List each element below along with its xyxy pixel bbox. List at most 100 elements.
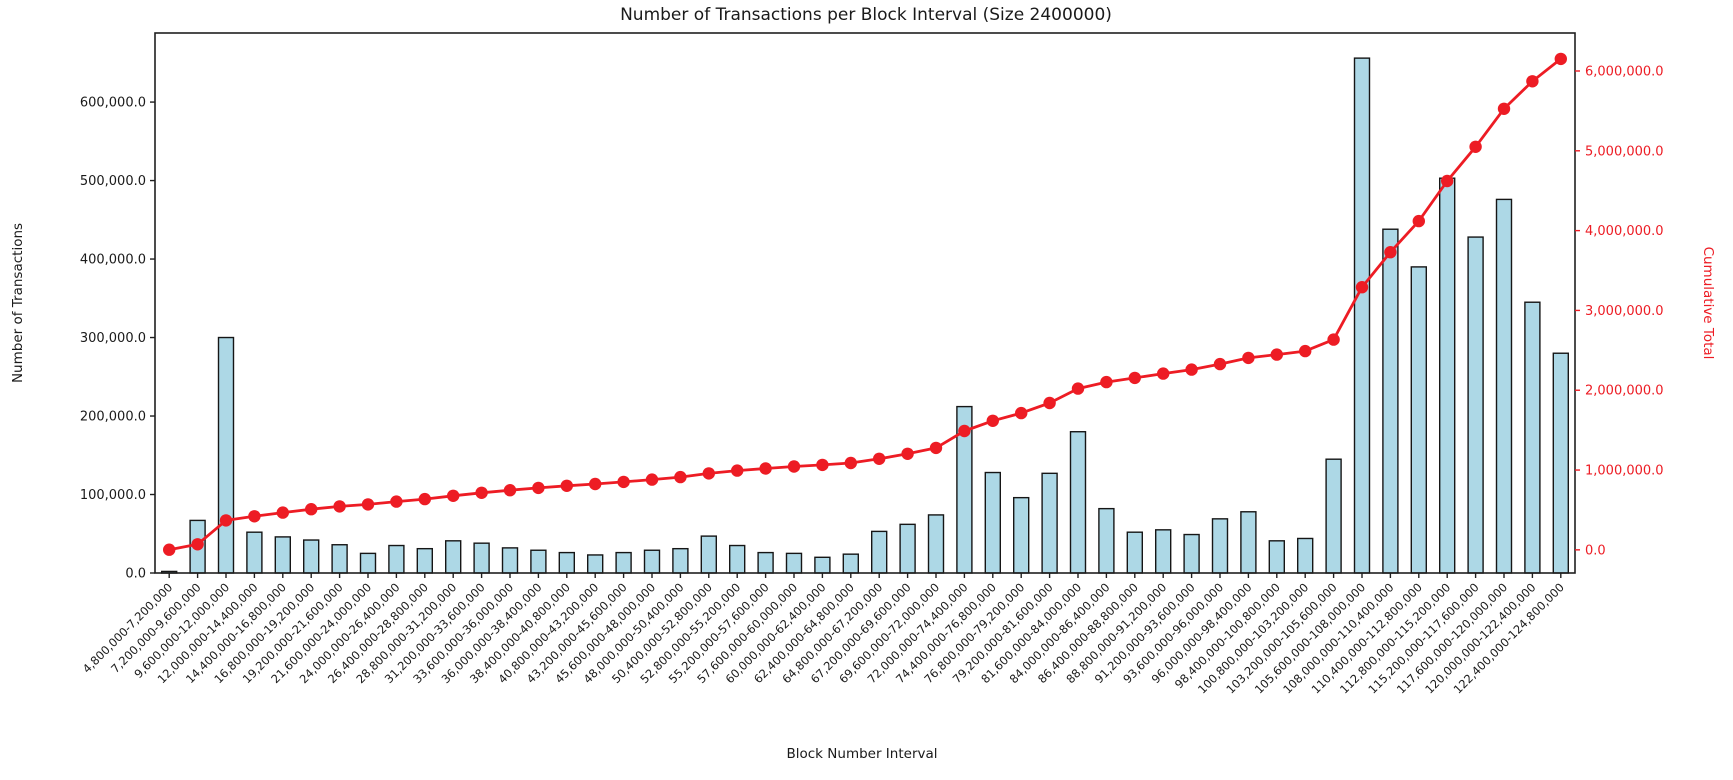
- bar: [1126, 531, 1144, 574]
- cumulative-point: [276, 506, 289, 519]
- cumulative-point: [986, 414, 999, 427]
- bar: [1467, 236, 1484, 574]
- bar: [1240, 511, 1257, 574]
- cumulative-point: [532, 481, 545, 495]
- cumulative-point: [219, 514, 233, 527]
- cumulative-point: [1441, 174, 1454, 188]
- cumulative-point: [617, 475, 630, 489]
- bar: [1552, 352, 1570, 574]
- bar: [1382, 228, 1399, 574]
- y-tick-label-right: 4,000,000.0: [1585, 224, 1664, 239]
- cumulative-point: [1157, 367, 1170, 380]
- bar: [672, 547, 689, 574]
- bar: [558, 551, 575, 574]
- cumulative-point: [560, 479, 573, 492]
- cumulative-point: [1043, 396, 1056, 410]
- cumulative-point: [787, 460, 801, 473]
- cumulative-point: [418, 492, 431, 506]
- cumulative-point: [816, 458, 829, 472]
- cumulative-point: [1071, 382, 1085, 395]
- cumulative-point: [844, 456, 857, 470]
- bar: [359, 552, 377, 574]
- y-tick-label-left: 200,000.0: [80, 410, 146, 425]
- cumulative-point: [589, 477, 602, 491]
- cumulative-point: [305, 503, 318, 516]
- y-axis-label-left: Number of Transactions: [10, 223, 26, 383]
- cumulative-point: [731, 464, 744, 477]
- bar: [331, 544, 348, 574]
- cumulative-point: [248, 510, 261, 523]
- cumulative-point: [361, 498, 375, 511]
- cumulative-point: [1213, 357, 1227, 371]
- bar: [1268, 540, 1286, 574]
- x-axis-label: Block Number Interval: [786, 746, 937, 762]
- bar: [842, 553, 859, 574]
- y-tick-label-left: 600,000.0: [80, 96, 146, 111]
- plot-border: [154, 32, 1576, 574]
- y-tick-label-left: 300,000.0: [80, 331, 146, 346]
- cumulative-point: [333, 500, 346, 513]
- y-tick-label-left: 400,000.0: [80, 253, 146, 268]
- bar: [246, 531, 263, 574]
- y-tick-label-right: 1,000,000.0: [1585, 464, 1664, 479]
- cumulative-point: [1497, 102, 1511, 116]
- bar: [501, 547, 519, 574]
- bar: [1438, 177, 1456, 574]
- bar: [1098, 507, 1115, 574]
- bar: [217, 336, 235, 574]
- bar: [871, 530, 888, 574]
- bar: [388, 544, 405, 574]
- y-tick-label-right: 0.0: [1585, 543, 1606, 558]
- bar: [729, 544, 746, 574]
- bar: [927, 514, 945, 574]
- cumulative-point: [901, 447, 914, 460]
- bar: [1495, 198, 1513, 574]
- bar: [1013, 496, 1030, 574]
- cumulative-point: [390, 495, 403, 508]
- chart-title: Number of Transactions per Block Interva…: [620, 5, 1112, 25]
- cumulative-point: [1526, 75, 1539, 88]
- y-tick-label-right: 3,000,000.0: [1585, 304, 1664, 319]
- cumulative-point: [645, 473, 659, 486]
- bar: [274, 536, 291, 574]
- cumulative-point: [1355, 281, 1369, 294]
- bar: [757, 551, 774, 574]
- cumulative-point: [1327, 333, 1340, 346]
- bar: [1296, 537, 1314, 574]
- bar: [416, 547, 433, 574]
- cumulative-point: [1384, 246, 1397, 259]
- bar: [785, 552, 803, 574]
- cumulative-point: [475, 486, 488, 499]
- bar: [587, 554, 604, 574]
- bar: [1183, 533, 1200, 574]
- bar: [445, 540, 462, 574]
- y-tick-label-right: 6,000,000.0: [1585, 64, 1664, 79]
- bar: [1524, 301, 1541, 574]
- cumulative-point: [674, 470, 687, 484]
- bar: [303, 539, 320, 574]
- plot-area: 0.0 100,000.0 200,000.0 300,000.0 400,000.0 5…: [80, 32, 1664, 697]
- bar: [1353, 57, 1371, 574]
- bar: [1325, 458, 1342, 574]
- y-tick-label-right: 5,000,000.0: [1585, 144, 1664, 159]
- bar: [1154, 529, 1172, 574]
- cumulative-point: [759, 462, 772, 475]
- cumulative-point: [1299, 344, 1312, 358]
- bar: [984, 471, 1001, 574]
- bar: [1069, 431, 1087, 574]
- cumulative-point: [958, 424, 971, 438]
- cumulative-line: [167, 57, 1563, 552]
- cumulative-point: [1015, 406, 1028, 420]
- bar: [1410, 266, 1428, 574]
- cumulative-point: [1128, 371, 1142, 385]
- y-tick-label-left: 500,000.0: [80, 174, 146, 189]
- bar: [700, 535, 717, 574]
- cumulative-point: [1469, 140, 1482, 153]
- cumulative-point: [929, 441, 943, 455]
- cumulative-point: [1242, 351, 1255, 365]
- cumulative-point: [503, 484, 517, 497]
- cumulative-point: [1185, 363, 1198, 376]
- bar: [1041, 472, 1058, 574]
